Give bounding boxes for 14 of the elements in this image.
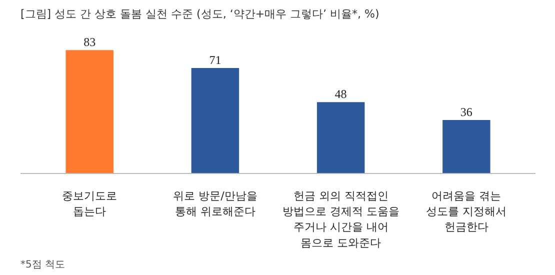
bar xyxy=(442,120,490,174)
data-label: 83 xyxy=(84,35,96,50)
data-label: 71 xyxy=(209,53,222,67)
x-tick-label: 헌금 외의 직적접인 방법으로 경제적 도움을 주거나 시간을 내어 몸으로 도와준다 xyxy=(282,190,400,250)
data-label: 36 xyxy=(460,105,472,120)
x-tick-label: 중보기도로 돕는다 xyxy=(62,190,118,218)
bar xyxy=(66,50,114,174)
chart-title: [그림] 성도 간 상호 돌봄 실천 수준 (성도, ‘약간+매우 그렇다’ 비율*, %) xyxy=(20,8,380,20)
x-tick-label: 위로 방문/만남을 통해 위로해준다 xyxy=(173,190,258,218)
data-label: 48 xyxy=(334,87,347,102)
x-tick-label: 어려움을 겪는 성도를 지정해서 헌금한다 xyxy=(426,190,507,234)
bar xyxy=(191,68,240,174)
bar xyxy=(316,102,365,174)
text: *5점 척도 xyxy=(20,260,66,270)
